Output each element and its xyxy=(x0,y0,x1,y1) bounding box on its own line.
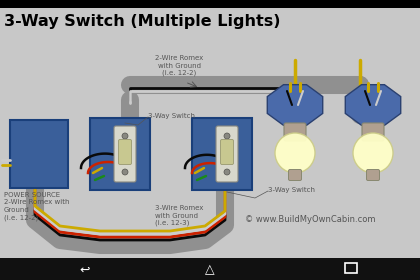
FancyBboxPatch shape xyxy=(367,169,380,181)
Polygon shape xyxy=(345,85,401,125)
Text: POWER SOURCE
2-Wire Romex with
Ground
(i.e. 12-2): POWER SOURCE 2-Wire Romex with Ground (i… xyxy=(4,192,69,221)
Circle shape xyxy=(122,133,128,139)
FancyBboxPatch shape xyxy=(362,123,384,141)
Text: 3-Way Switch: 3-Way Switch xyxy=(268,187,315,193)
FancyBboxPatch shape xyxy=(220,139,234,165)
FancyBboxPatch shape xyxy=(216,126,238,182)
Text: 3-Way Switch: 3-Way Switch xyxy=(148,113,195,119)
FancyBboxPatch shape xyxy=(10,120,68,188)
FancyBboxPatch shape xyxy=(192,118,252,190)
Polygon shape xyxy=(267,85,323,125)
Circle shape xyxy=(353,133,393,173)
Text: △: △ xyxy=(205,263,215,277)
Text: © www.BuildMyOwnCabin.com: © www.BuildMyOwnCabin.com xyxy=(245,215,375,224)
FancyBboxPatch shape xyxy=(114,126,136,182)
FancyBboxPatch shape xyxy=(0,258,420,280)
Text: 2-Wire Romex
with Ground
(i.e. 12-2): 2-Wire Romex with Ground (i.e. 12-2) xyxy=(155,55,203,76)
Text: 3-Way Switch (Multiple Lights): 3-Way Switch (Multiple Lights) xyxy=(4,14,281,29)
FancyBboxPatch shape xyxy=(90,118,150,190)
Text: 3-Wire Romex
with Ground
(i.e. 12-3): 3-Wire Romex with Ground (i.e. 12-3) xyxy=(155,205,203,227)
Text: ↩: ↩ xyxy=(80,263,90,277)
Circle shape xyxy=(275,133,315,173)
FancyBboxPatch shape xyxy=(284,123,306,141)
FancyBboxPatch shape xyxy=(0,0,420,8)
FancyBboxPatch shape xyxy=(289,169,302,181)
FancyBboxPatch shape xyxy=(118,139,131,165)
Circle shape xyxy=(224,133,230,139)
Circle shape xyxy=(224,169,230,175)
Circle shape xyxy=(122,169,128,175)
